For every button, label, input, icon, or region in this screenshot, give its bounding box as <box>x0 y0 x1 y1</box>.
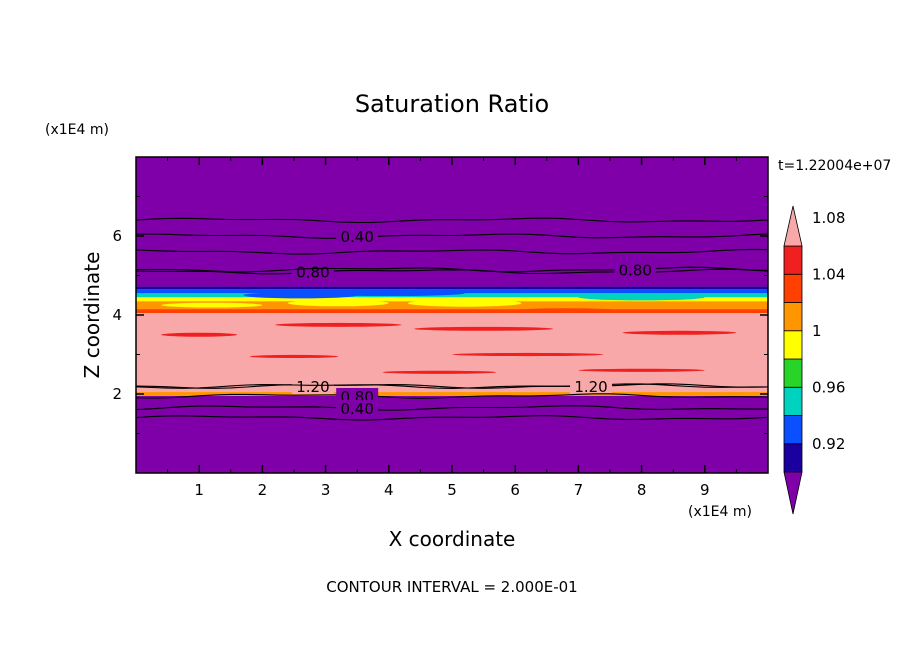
fill-detail-3 <box>287 299 389 307</box>
colorbar-box-2 <box>783 386 803 416</box>
contour-label-8: 0.40 <box>340 400 373 418</box>
colorbar-box-4 <box>783 330 803 360</box>
time-label: t=1.22004e+07 <box>778 158 891 174</box>
colorbar-box-0 <box>783 443 803 473</box>
fill-detail-9 <box>414 326 554 331</box>
fill-layer-7 <box>136 289 768 294</box>
contour-label-6: 1.20 <box>574 378 607 396</box>
x-tick-label-3: 3 <box>321 481 331 499</box>
fill-detail-11 <box>249 354 339 359</box>
contour-label-4: 0.80 <box>619 262 652 280</box>
colorbar-label-1: 0.96 <box>812 378 845 396</box>
colorbar-bottom-arrow <box>783 471 803 515</box>
y-tick-label-4: 4 <box>112 306 122 324</box>
fill-layer-2 <box>136 313 768 393</box>
contour-label-bg-6 <box>570 378 613 395</box>
contour-line-8 <box>136 405 768 411</box>
fill-detail-12 <box>452 352 604 357</box>
colorbar-top-arrow <box>783 205 803 247</box>
fill-layer-5 <box>136 297 768 302</box>
colorbar-label-2: 1 <box>812 322 822 340</box>
x-axis-unit: (x1E4 m) <box>688 504 752 520</box>
contour-label-bg-4 <box>614 261 657 278</box>
contour-line-3 <box>136 268 768 275</box>
contour-line-5 <box>136 383 768 389</box>
contour-label-bg-3 <box>291 263 334 280</box>
x-tick-label-8: 8 <box>637 481 647 499</box>
x-tick-label-6: 6 <box>510 481 520 499</box>
contour-label-1: 0.40 <box>340 228 373 246</box>
contour-line-9 <box>136 415 768 421</box>
contour-line-0 <box>136 217 768 224</box>
x-tick-label-2: 2 <box>258 481 268 499</box>
fill-detail-13 <box>382 370 497 374</box>
contour-fill-details <box>161 290 737 374</box>
fill-detail-14 <box>578 368 705 372</box>
x-tick-label-9: 9 <box>700 481 710 499</box>
contour-interval-footer: CONTOUR INTERVAL = 2.000E-01 <box>326 578 577 596</box>
y-axis-label: Z coordinate <box>80 252 104 379</box>
y-axis-unit: (x1E4 m) <box>45 122 109 138</box>
colorbar-box-6 <box>783 273 803 303</box>
colorbar: 0.92 0.96 1 1.04 1.08 <box>783 205 845 515</box>
contour-label-bg-8 <box>336 399 379 416</box>
colorbar-box-5 <box>783 302 803 332</box>
fill-layer-8 <box>136 286 768 290</box>
colorbar-box-1 <box>783 415 803 445</box>
contour-line-6 <box>136 383 768 389</box>
x-axis-ticks: 1 2 3 4 5 6 7 8 9 <box>167 157 737 499</box>
y-tick-label-6: 6 <box>112 227 122 245</box>
x-axis-label: X coordinate <box>389 527 516 551</box>
colorbar-box-7 <box>783 245 803 275</box>
contour-label-bg-5 <box>291 378 334 395</box>
fill-detail-6 <box>515 308 617 313</box>
fill-detail-7 <box>161 332 238 337</box>
contour-line-1 <box>136 233 768 239</box>
y-axis-ticks: 2 4 6 <box>112 196 768 434</box>
fill-layer-6 <box>136 293 768 298</box>
contour-line-2 <box>136 248 768 255</box>
fill-detail-10 <box>622 330 737 335</box>
fill-layer-3 <box>136 309 768 314</box>
contour-label-3: 0.80 <box>296 264 329 282</box>
fill-detail-5 <box>161 302 263 308</box>
x-tick-label-7: 7 <box>574 481 584 499</box>
fill-layer-1 <box>136 392 768 396</box>
x-tick-label-4: 4 <box>384 481 394 499</box>
y-tick-label-2: 2 <box>112 385 122 403</box>
colorbar-label-3: 1.04 <box>812 265 845 283</box>
fill-detail-1 <box>312 290 465 297</box>
chart-title: Saturation Ratio <box>355 90 549 118</box>
contour-label-5: 1.20 <box>296 378 329 396</box>
fill-layer-9 <box>136 157 768 287</box>
contour-fill-layers <box>136 157 768 473</box>
contour-line-4 <box>136 266 768 273</box>
fill-detail-8 <box>275 322 402 327</box>
x-tick-label-1: 1 <box>194 481 204 499</box>
colorbar-label-0: 0.92 <box>812 435 845 453</box>
fill-detail-2 <box>578 294 705 301</box>
colorbar-label-4: 1.08 <box>812 209 845 227</box>
contour-line-7 <box>136 393 768 399</box>
fill-detail-4 <box>407 299 522 307</box>
contour-lines: 0.400.80 0.801.20 1.200.800.40 <box>136 217 768 421</box>
x-tick-label-5: 5 <box>447 481 457 499</box>
contour-label-bg-1 <box>336 228 379 244</box>
colorbar-box-3 <box>783 358 803 388</box>
